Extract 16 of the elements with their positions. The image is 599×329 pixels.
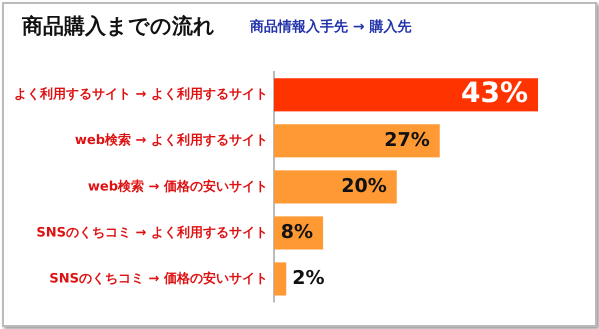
chart-title: 商品購入までの流れ — [22, 13, 215, 40]
y-tick-label: SNSのくちコミ → よく利用するサイト — [36, 224, 268, 240]
data-label: 27% — [384, 128, 430, 151]
y-tick-label: よく利用するサイト → よく利用するサイト — [14, 86, 268, 102]
y-tick-label: web検索 → 価格の安いサイト — [88, 178, 268, 194]
y-tick-label: SNSのくちコミ → 価格の安いサイト — [49, 270, 268, 286]
bar — [274, 262, 286, 296]
data-label: 8% — [280, 220, 314, 243]
bar — [274, 78, 538, 112]
y-tick-label: web検索 → よく利用するサイト — [74, 132, 268, 148]
data-label: 43% — [460, 76, 528, 110]
bar — [274, 170, 397, 204]
data-label: 20% — [341, 174, 387, 197]
data-label: 2% — [292, 266, 324, 289]
chart-subtitle: 商品情報入手先 → 購入先 — [250, 18, 412, 36]
bar — [274, 124, 440, 158]
